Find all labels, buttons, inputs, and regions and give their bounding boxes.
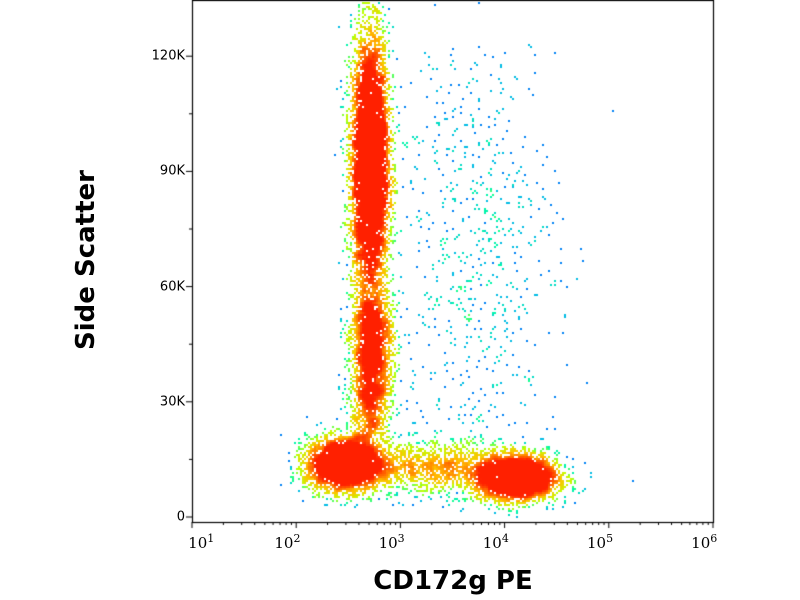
tick-exponent: 5 <box>606 532 614 545</box>
x-tick-label: 103 <box>379 532 405 552</box>
y-axis-label: Side Scatter <box>71 170 101 350</box>
tick-base: 10 <box>482 534 502 552</box>
x-tick-label: 106 <box>691 532 717 552</box>
y-tick-label: 90K <box>159 163 185 179</box>
tick-base: 10 <box>274 534 294 552</box>
tick-exponent: 2 <box>293 532 301 545</box>
x-tick-label: 102 <box>274 532 300 552</box>
tick-base: 10 <box>586 534 607 552</box>
tick-base: 10 <box>188 534 208 552</box>
tick-exponent: 1 <box>207 532 215 545</box>
tick-base: 10 <box>378 534 398 552</box>
tick-exponent: 3 <box>397 532 405 545</box>
x-axis-label: CD172g PE <box>373 566 533 596</box>
y-tick-label: 60K <box>159 279 185 295</box>
y-tick-label: 120K <box>151 48 185 64</box>
x-tick-label: 101 <box>188 532 214 552</box>
y-tick-label: 30K <box>159 394 185 410</box>
x-tick-label: 105 <box>587 532 613 552</box>
tick-exponent: 6 <box>710 532 718 545</box>
tick-exponent: 4 <box>501 532 509 545</box>
tick-base: 10 <box>691 534 711 552</box>
x-tick-label: 104 <box>483 532 509 552</box>
y-tick-label: 0 <box>176 509 185 525</box>
